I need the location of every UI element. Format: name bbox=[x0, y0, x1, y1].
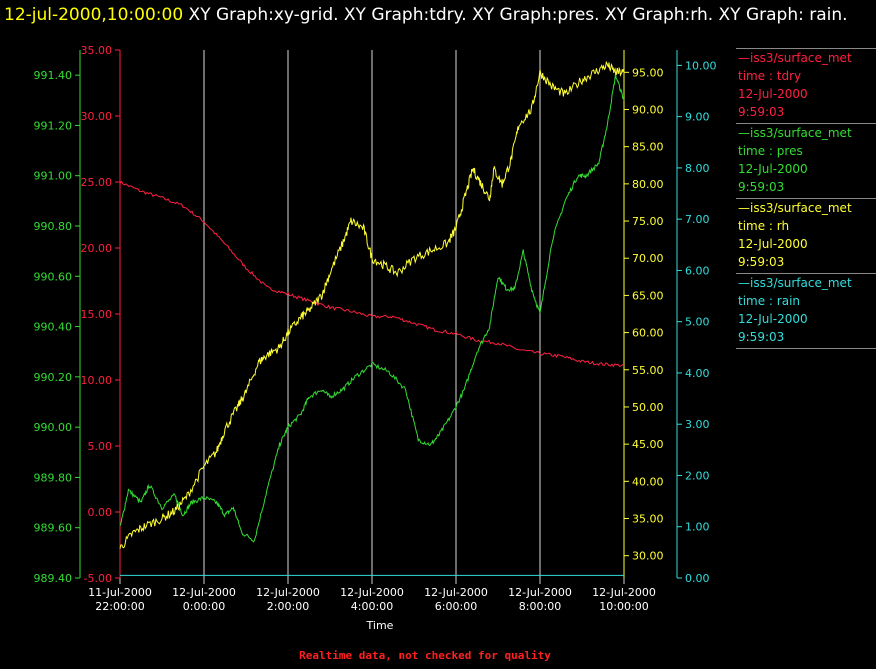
rh-axis-tick-label: 85.00 bbox=[632, 141, 664, 154]
rain-axis-tick-label: 9.00 bbox=[685, 111, 710, 124]
title-timestamp: 12-jul-2000,10:00:00 bbox=[4, 5, 184, 25]
pres-axis-tick-label: 990.60 bbox=[34, 270, 73, 283]
pres-axis-tick-label: 991.00 bbox=[34, 170, 73, 183]
rh-axis-tick-label: 80.00 bbox=[632, 178, 664, 191]
title-graph-list: XY Graph:xy-grid. XY Graph:tdry. XY Grap… bbox=[188, 5, 848, 25]
legend-line: —iss3/surface_met bbox=[738, 51, 852, 65]
chart-title: 12-jul-2000,10:00:00 XY Graph:xy-grid. X… bbox=[4, 2, 872, 28]
rain-axis-tick-label: 4.00 bbox=[685, 367, 710, 380]
tdry-axis-tick-label: 25.00 bbox=[81, 176, 113, 189]
pres-axis-tick-label: 991.20 bbox=[34, 119, 73, 132]
legend-time: 9:59:03 bbox=[738, 255, 785, 269]
legend-line: —iss3/surface_met bbox=[738, 201, 852, 215]
legend-var: time : pres bbox=[738, 144, 803, 158]
quality-note: Realtime data, not checked for quality bbox=[299, 649, 551, 662]
rh-axis-tick-label: 50.00 bbox=[632, 401, 664, 414]
x-tick-label: 12-Jul-2000 bbox=[340, 586, 404, 599]
legend-date: 12-Jul-2000 bbox=[738, 87, 808, 101]
pres-axis-tick-label: 989.80 bbox=[34, 471, 73, 484]
rain-axis-tick-label: 8.00 bbox=[685, 162, 710, 175]
legend-date: 12-Jul-2000 bbox=[738, 162, 808, 176]
rh-axis-tick-label: 90.00 bbox=[632, 103, 664, 116]
x-tick-label: 12-Jul-2000 bbox=[172, 586, 236, 599]
rain-axis-tick-label: 5.00 bbox=[685, 316, 710, 329]
x-tick-label: 8:00:00 bbox=[519, 600, 561, 613]
tdry-axis-tick-label: 15.00 bbox=[81, 308, 113, 321]
rh-axis-tick-label: 75.00 bbox=[632, 215, 664, 228]
x-tick-label: 11-Jul-2000 bbox=[88, 586, 152, 599]
series-line-pres bbox=[119, 73, 625, 543]
rh-axis-tick-label: 35.00 bbox=[632, 513, 664, 526]
x-tick-label: 12-Jul-2000 bbox=[508, 586, 572, 599]
tdry-axis-tick-label: 0.00 bbox=[88, 506, 113, 519]
legend-var: time : rh bbox=[738, 219, 790, 233]
rain-axis-tick-label: 0.00 bbox=[685, 572, 710, 585]
x-tick-label: 12-Jul-2000 bbox=[424, 586, 488, 599]
x-tick-label: 4:00:00 bbox=[351, 600, 393, 613]
rh-axis-tick-label: 45.00 bbox=[632, 438, 664, 451]
x-tick-label: 2:00:00 bbox=[267, 600, 309, 613]
tdry-axis-tick-label: 10.00 bbox=[81, 374, 113, 387]
legend: —iss3/surface_met time : tdry 12-Jul-2000 9… bbox=[736, 48, 876, 351]
x-tick-label: 0:00:00 bbox=[183, 600, 225, 613]
legend-var: time : rain bbox=[738, 294, 801, 308]
rh-axis-tick-label: 95.00 bbox=[632, 66, 664, 79]
pres-axis-tick-label: 990.80 bbox=[34, 220, 73, 233]
legend-end-rule bbox=[736, 348, 876, 351]
legend-date: 12-Jul-2000 bbox=[738, 312, 808, 326]
rain-axis-tick-label: 10.00 bbox=[685, 59, 717, 72]
x-tick-label: 10:00:00 bbox=[599, 600, 648, 613]
pres-axis-tick-label: 989.60 bbox=[34, 522, 73, 535]
rh-axis-tick-label: 55.00 bbox=[632, 364, 664, 377]
pres-axis-tick-label: 991.40 bbox=[34, 69, 73, 82]
legend-time: 9:59:03 bbox=[738, 105, 785, 119]
tdry-axis-tick-label: 30.00 bbox=[81, 110, 113, 123]
rain-axis-tick-label: 6.00 bbox=[685, 264, 710, 277]
legend-var: time : tdry bbox=[738, 69, 802, 83]
rh-axis-tick-label: 65.00 bbox=[632, 289, 664, 302]
rain-axis-tick-label: 2.00 bbox=[685, 469, 710, 482]
pres-axis-tick-label: 990.20 bbox=[34, 371, 73, 384]
legend-date: 12-Jul-2000 bbox=[738, 237, 808, 251]
legend-time: 9:59:03 bbox=[738, 330, 785, 344]
tdry-axis-tick-label: 20.00 bbox=[81, 242, 113, 255]
tdry-axis-tick-label: 35.00 bbox=[81, 44, 113, 57]
x-axis-label: Time bbox=[366, 619, 394, 632]
rh-axis-tick-label: 70.00 bbox=[632, 252, 664, 265]
legend-time: 9:59:03 bbox=[738, 180, 785, 194]
rh-axis-tick-label: 30.00 bbox=[632, 550, 664, 563]
series-line-tdry bbox=[119, 180, 625, 368]
rh-axis-tick-label: 40.00 bbox=[632, 475, 664, 488]
xy-graph: 11-Jul-200022:00:0012-Jul-20000:00:0012-… bbox=[34, 44, 717, 632]
rain-axis-tick-label: 3.00 bbox=[685, 418, 710, 431]
pres-axis-tick-label: 990.00 bbox=[34, 421, 73, 434]
x-tick-label: 12-Jul-2000 bbox=[256, 586, 320, 599]
legend-line: —iss3/surface_met bbox=[738, 276, 852, 290]
pres-axis-tick-label: 990.40 bbox=[34, 321, 73, 334]
series-line-rh bbox=[119, 60, 625, 549]
x-tick-label: 6:00:00 bbox=[435, 600, 477, 613]
tdry-axis-tick-label: -5.00 bbox=[84, 572, 112, 585]
x-tick-label: 22:00:00 bbox=[95, 600, 144, 613]
rain-axis-tick-label: 7.00 bbox=[685, 213, 710, 226]
rain-axis-tick-label: 1.00 bbox=[685, 521, 710, 534]
tdry-axis-tick-label: 5.00 bbox=[88, 440, 113, 453]
rh-axis-tick-label: 60.00 bbox=[632, 327, 664, 340]
pres-axis-tick-label: 989.40 bbox=[34, 572, 73, 585]
legend-line: —iss3/surface_met bbox=[738, 126, 852, 140]
x-tick-label: 12-Jul-2000 bbox=[592, 586, 656, 599]
